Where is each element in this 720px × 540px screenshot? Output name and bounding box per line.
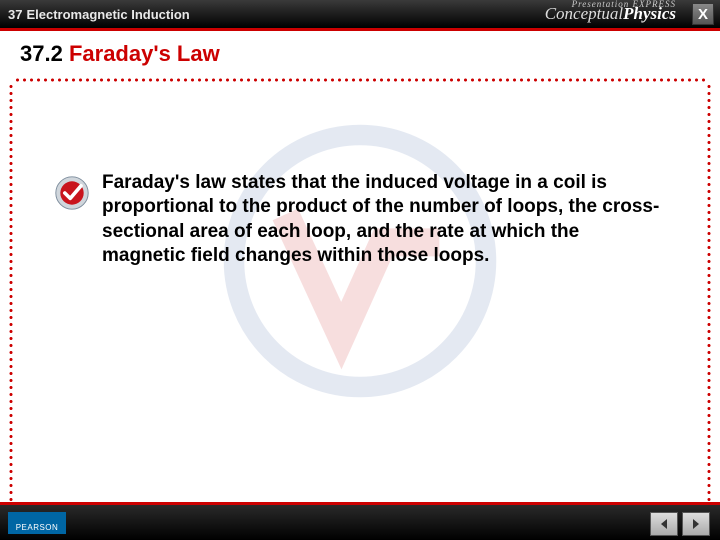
close-button[interactable]: X bbox=[692, 3, 714, 25]
section-title: 37.2 Faraday's Law bbox=[20, 41, 220, 67]
next-button[interactable] bbox=[682, 512, 710, 536]
check-circle-icon bbox=[54, 175, 90, 211]
close-icon: X bbox=[698, 6, 708, 23]
footer-bar: PEARSON bbox=[0, 502, 720, 540]
section-number: 37.2 bbox=[20, 41, 63, 66]
dotted-border-top bbox=[14, 77, 706, 83]
chapter-number: 37 bbox=[8, 7, 22, 22]
chapter-title: Electromagnetic Induction bbox=[26, 7, 189, 22]
nav-arrows bbox=[650, 512, 710, 536]
brand-logo: Presentation EXPRESS ConceptualPhysics bbox=[545, 0, 676, 28]
prev-icon bbox=[657, 517, 671, 531]
top-bar: 37 Electromagnetic Induction Presentatio… bbox=[0, 0, 720, 28]
brand-small-text: Presentation EXPRESS bbox=[572, 0, 676, 9]
chapter-label: 37 Electromagnetic Induction bbox=[0, 7, 190, 22]
publisher-logo: PEARSON bbox=[8, 512, 66, 534]
body-area: Faraday's law states that the induced vo… bbox=[54, 171, 666, 268]
dotted-border-left bbox=[8, 83, 14, 513]
body-text: Faraday's law states that the induced vo… bbox=[102, 171, 666, 268]
section-name: Faraday's Law bbox=[69, 41, 220, 66]
prev-button[interactable] bbox=[650, 512, 678, 536]
slide-content: 37.2 Faraday's Law Faraday's law states … bbox=[0, 31, 720, 501]
next-icon bbox=[689, 517, 703, 531]
dotted-border-right bbox=[706, 83, 712, 513]
